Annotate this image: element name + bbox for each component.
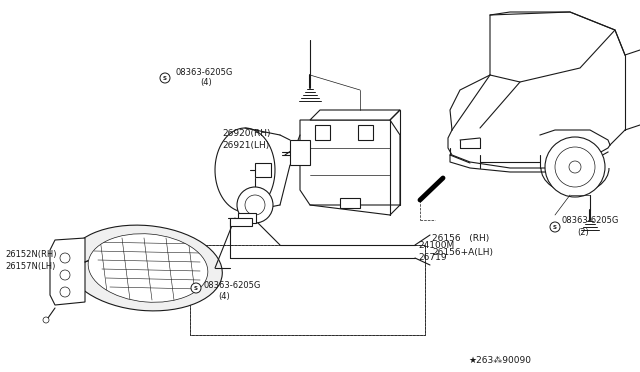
Circle shape — [550, 222, 560, 232]
Text: 24100M: 24100M — [418, 241, 454, 250]
Circle shape — [191, 283, 201, 293]
Text: 26920(RH): 26920(RH) — [222, 128, 271, 138]
Text: 26156+A(LH): 26156+A(LH) — [432, 247, 493, 257]
Bar — [230, 218, 252, 226]
Bar — [238, 213, 256, 223]
Polygon shape — [300, 120, 400, 205]
Text: 26719: 26719 — [418, 253, 447, 263]
Circle shape — [569, 161, 581, 173]
Bar — [315, 125, 330, 140]
Text: 26152N(RH): 26152N(RH) — [5, 250, 56, 260]
Circle shape — [237, 187, 273, 223]
Text: (2): (2) — [577, 228, 589, 237]
Circle shape — [245, 195, 265, 215]
Circle shape — [60, 270, 70, 280]
Circle shape — [60, 287, 70, 297]
Circle shape — [160, 73, 170, 83]
Circle shape — [545, 137, 605, 197]
Bar — [190, 245, 425, 335]
Circle shape — [43, 317, 49, 323]
Text: S: S — [194, 285, 198, 291]
Text: (4): (4) — [218, 292, 230, 301]
Text: 26921(LH): 26921(LH) — [222, 141, 269, 150]
Polygon shape — [310, 110, 400, 120]
Text: S: S — [163, 76, 167, 80]
Bar — [340, 198, 360, 208]
Text: 08363-6205G: 08363-6205G — [562, 215, 620, 224]
Bar — [190, 245, 425, 335]
Polygon shape — [490, 12, 615, 82]
Text: 08363-6205G: 08363-6205G — [175, 67, 232, 77]
Bar — [358, 125, 373, 140]
Text: (4): (4) — [200, 77, 212, 87]
Bar — [255, 163, 271, 177]
Circle shape — [60, 253, 70, 263]
Text: S: S — [553, 224, 557, 230]
Text: ★263⁂90090: ★263⁂90090 — [468, 356, 531, 365]
Text: 26156   (RH): 26156 (RH) — [432, 234, 489, 243]
Polygon shape — [290, 140, 310, 165]
Ellipse shape — [68, 225, 222, 311]
Text: 08363-6205G: 08363-6205G — [203, 280, 260, 289]
Circle shape — [555, 147, 595, 187]
Ellipse shape — [88, 234, 208, 302]
Polygon shape — [50, 238, 85, 305]
Text: 26157N(LH): 26157N(LH) — [5, 263, 56, 272]
